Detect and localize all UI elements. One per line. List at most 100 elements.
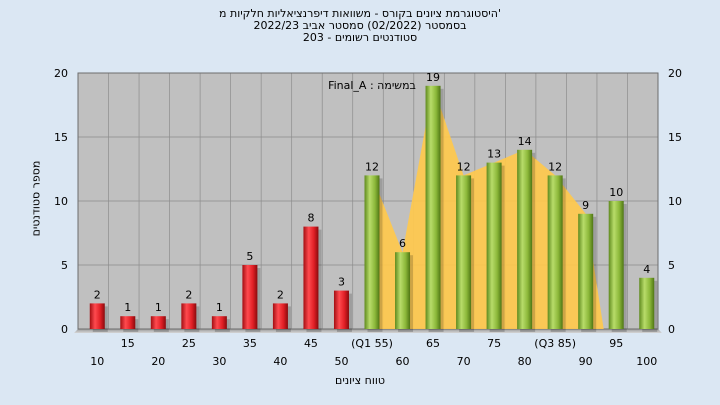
x-tick-label: 25 [182,337,196,350]
title-line-3: סטודנטים רשומים - 203 [302,31,418,44]
bar-65 [425,85,444,332]
data-label: 19 [426,71,440,84]
data-label: 1 [124,301,131,314]
x-tick-label: 20 [151,355,165,368]
bar-50 [333,290,352,332]
bar [211,316,227,329]
x-tick-label: 15 [121,337,135,350]
x-tick-label: 50 [334,355,348,368]
bar-15 [120,316,139,332]
y-tick-label-right: 20 [668,67,682,80]
bar [120,316,136,329]
y-tick-label-right: 15 [668,131,682,144]
data-label: 3 [338,276,345,289]
data-label: 12 [457,160,471,173]
bar [456,175,472,329]
bar-100 [639,277,658,332]
title-line-2: בסמסטר (02/2022) סמסטר אביב 2022/23 [253,19,467,32]
y-tick-label-left: 0 [61,323,68,336]
bar [486,162,502,329]
data-label: 2 [185,288,192,301]
x-tick-label: 60 [396,355,410,368]
bar-45 [303,226,322,332]
data-label: 10 [609,186,623,199]
data-label: 8 [307,212,314,225]
data-label: 1 [216,301,223,314]
bar [517,149,533,329]
bar-(Q3 85) [547,175,566,332]
bars [89,85,658,332]
data-label: 2 [94,288,101,301]
x-axis-label: טווח ציונים [335,374,385,387]
bar [303,226,319,329]
bar [150,316,166,329]
y-tick-label-left: 20 [54,67,68,80]
data-label: 9 [582,199,589,212]
x-tick-label: 90 [579,355,593,368]
bar [578,213,594,329]
bar-90 [578,213,597,332]
x-tick-label: 30 [212,355,226,368]
bar [547,175,563,329]
data-label: 14 [518,135,532,148]
bar-70 [456,175,475,332]
x-tick-label: 45 [304,337,318,350]
bar-60 [395,252,414,332]
bar-40 [272,303,291,332]
x-tick-label: 10 [90,355,104,368]
bar-95 [608,201,627,332]
y-axis-label: מספר סטודנטים [29,160,43,237]
data-label: 12 [548,160,562,173]
bar [395,252,411,329]
bar-20 [150,316,169,332]
bar-80 [517,149,536,332]
plot-floor [74,329,662,333]
x-tick-label: 80 [518,355,532,368]
distribution-area [364,85,604,329]
area-shape [364,85,604,329]
bar [425,85,441,329]
x-tick-label: 35 [243,337,257,350]
x-tick-label: 75 [487,337,501,350]
bar [639,277,655,329]
data-label: 6 [399,237,406,250]
bar [272,303,288,329]
title-line-1: היסטוגרמת ציונים בקורס - משוואות דיפרנצי… [219,7,501,20]
y-tick-label-left: 5 [61,259,68,272]
bar [181,303,197,329]
y-tick-label-right: 10 [668,195,682,208]
bar-10 [89,303,108,332]
chart-title: היסטוגרמת ציונים בקורס - משוואות דיפרנצי… [0,8,720,44]
data-label: 13 [487,148,501,161]
x-tick-label: 100 [636,355,657,368]
data-label: 2 [277,288,284,301]
data-label: 4 [643,263,650,276]
x-tick-label: (Q3 85) [534,337,576,350]
bar [333,290,349,329]
data-label: 12 [365,160,379,173]
bar-75 [486,162,505,332]
x-tick-label: 70 [457,355,471,368]
y-tick-label-right: 5 [668,259,675,272]
x-tick-label: 40 [273,355,287,368]
x-tick-label: (Q1 55) [351,337,393,350]
x-tick-label: 65 [426,337,440,350]
bar-35 [242,265,261,332]
x-tick-label: 95 [609,337,623,350]
y-tick-label-left: 10 [54,195,68,208]
chart-annotation: במשימה : Final_A [328,79,416,92]
data-label: 1 [155,301,162,314]
y-tick-label-right: 0 [668,323,675,336]
bar [608,201,624,329]
data-label: 5 [246,250,253,263]
y-tick-label-left: 15 [54,131,68,144]
bar [89,303,105,329]
bar-30 [211,316,230,332]
bar [242,265,258,329]
bar-(Q1 55) [364,175,383,332]
bar-25 [181,303,200,332]
